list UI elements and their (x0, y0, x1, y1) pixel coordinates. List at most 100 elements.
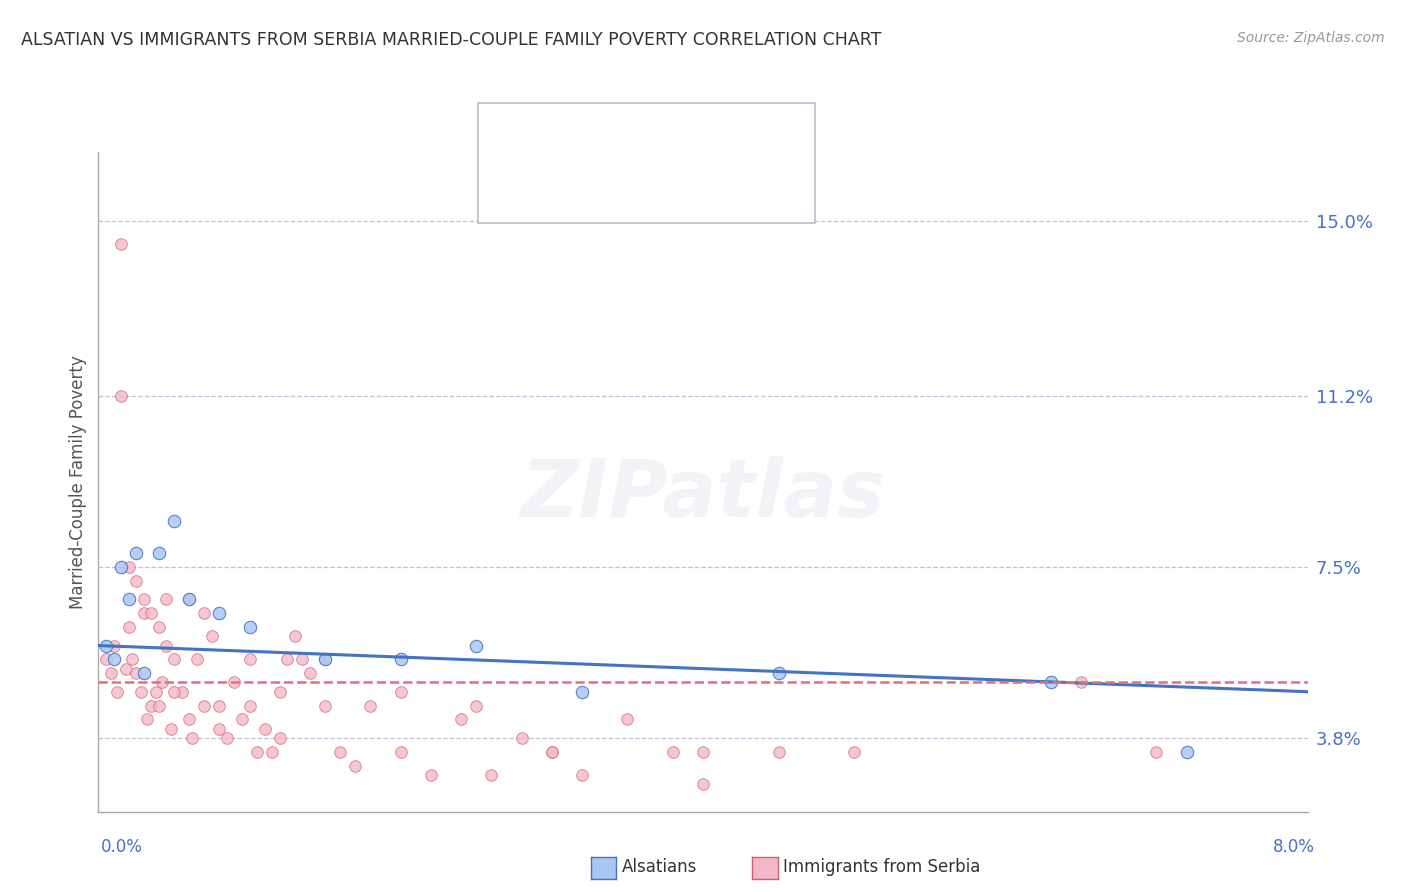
Point (541, 745, 564, 759)
Point (118, 620, 141, 634)
Point (179, 713, 201, 727)
Point (692, 777, 714, 791)
Point (129, 684, 152, 698)
Point (179, 592, 201, 607)
Point (360, 698, 382, 713)
Point (132, 592, 155, 607)
Point (208, 698, 231, 713)
Point (571, 684, 593, 698)
Point (314, 652, 336, 666)
Point (616, 713, 638, 727)
Point (114, 662, 136, 676)
Point (125, 574, 148, 588)
Point (163, 684, 186, 698)
Point (1039, 675, 1062, 690)
Point (450, 713, 472, 727)
Point (768, 666, 790, 681)
Point (193, 606, 215, 620)
Y-axis label: Married-Couple Family Poverty: Married-Couple Family Poverty (69, 355, 87, 608)
Point (269, 684, 291, 698)
Point (224, 675, 246, 690)
Point (132, 666, 155, 681)
Point (150, 675, 173, 690)
Point (481, 768, 503, 782)
Point (262, 745, 284, 759)
Point (201, 629, 224, 643)
Text: 8.0%: 8.0% (1272, 838, 1315, 856)
Point (121, 652, 143, 666)
Point (135, 713, 157, 727)
Point (465, 639, 488, 653)
Text: 0.0%: 0.0% (101, 838, 143, 856)
Point (541, 745, 564, 759)
Point (284, 629, 307, 643)
Point (94, 639, 117, 653)
Point (571, 768, 593, 782)
Text: Immigrants from Serbia: Immigrants from Serbia (783, 858, 980, 876)
Point (215, 731, 238, 745)
Point (148, 546, 170, 560)
Point (246, 745, 269, 759)
Point (163, 514, 186, 528)
Point (125, 666, 148, 681)
Point (768, 745, 790, 759)
Point (389, 652, 412, 666)
Text: R = -0.014  N = 74: R = -0.014 N = 74 (546, 176, 703, 194)
Point (1070, 675, 1092, 690)
Point (170, 684, 193, 698)
Point (118, 592, 141, 607)
Point (103, 652, 125, 666)
Point (193, 698, 215, 713)
Point (141, 698, 163, 713)
Point (239, 698, 262, 713)
Point (389, 684, 412, 698)
Point (186, 652, 208, 666)
Point (103, 639, 125, 653)
Point (510, 731, 533, 745)
Point (94, 652, 117, 666)
Point (291, 652, 314, 666)
Point (110, 389, 132, 403)
Point (314, 698, 336, 713)
Point (314, 652, 336, 666)
Point (148, 698, 170, 713)
Point (208, 722, 231, 736)
Point (253, 722, 276, 736)
Point (125, 546, 148, 560)
Point (420, 768, 443, 782)
Text: Source: ZipAtlas.com: Source: ZipAtlas.com (1237, 31, 1385, 45)
Point (208, 606, 231, 620)
Point (163, 652, 186, 666)
Text: ZIPatlas: ZIPatlas (520, 456, 886, 534)
Point (1175, 745, 1198, 759)
Point (148, 620, 170, 634)
Text: ALSATIAN VS IMMIGRANTS FROM SERBIA MARRIED-COUPLE FAMILY POVERTY CORRELATION CHA: ALSATIAN VS IMMIGRANTS FROM SERBIA MARRI… (21, 31, 882, 49)
Point (110, 560, 132, 574)
Point (110, 236, 132, 251)
Text: R = -0.149  N = 18: R = -0.149 N = 18 (546, 138, 703, 156)
Point (231, 713, 253, 727)
Point (329, 745, 352, 759)
Text: Alsatians: Alsatians (621, 858, 697, 876)
Point (145, 684, 167, 698)
Point (389, 745, 412, 759)
Point (179, 592, 201, 607)
Point (155, 639, 177, 653)
Point (239, 652, 262, 666)
Point (692, 745, 714, 759)
Point (118, 560, 141, 574)
Point (276, 652, 298, 666)
Point (662, 745, 685, 759)
Point (155, 592, 177, 607)
Point (105, 684, 128, 698)
Point (239, 620, 262, 634)
Point (100, 666, 122, 681)
Point (1146, 745, 1168, 759)
Point (299, 666, 322, 681)
Point (844, 745, 866, 759)
Point (160, 722, 183, 736)
Point (269, 731, 291, 745)
Point (344, 758, 367, 772)
Point (132, 606, 155, 620)
Point (465, 698, 488, 713)
